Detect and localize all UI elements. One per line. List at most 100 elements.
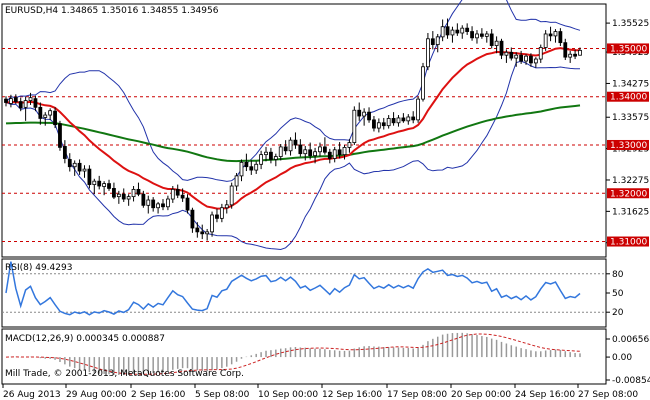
candle-body [573, 53, 577, 57]
candle-body [165, 198, 170, 208]
time-tick-label: 20 Sep 00:00 [451, 390, 511, 400]
time-tick-label: 24 Sep 16:00 [515, 390, 575, 400]
candle-body [376, 122, 381, 129]
candle-body [322, 146, 327, 153]
rsi-tick-label: 80 [612, 270, 624, 280]
candle-body [126, 196, 131, 200]
level-tag [607, 236, 649, 247]
candle-body [288, 139, 293, 152]
candle-body [229, 185, 234, 206]
price-tick-label: 1.33575 [612, 113, 649, 123]
candle-body [82, 168, 87, 172]
price-tick-label: 1.34275 [612, 79, 649, 89]
candle-body [131, 188, 136, 198]
level-tag-label: 1.34000 [610, 93, 647, 103]
candle-body [9, 98, 13, 104]
price-tick-label: 1.32275 [612, 176, 649, 186]
candle-body [484, 33, 489, 37]
level-tag-label: 1.31000 [610, 238, 647, 248]
candle-body [553, 31, 558, 37]
candle-body [357, 109, 362, 117]
rsi-axis: 80 50 20 [606, 270, 624, 318]
time-tick-label: 12 Sep 16:00 [322, 390, 382, 400]
macd-axis: 0.006568 0.00 -0.008540 [606, 335, 650, 386]
macd-panel: MACD(12,26,9) 0.000345 0.000887 Mill Tra… [1, 328, 650, 386]
candle-body [273, 156, 278, 160]
macd-tick-label: 0.006568 [612, 335, 650, 345]
time-axis: 26 Aug 2013 29 Aug 00:00 2 Sep 16:00 5 Sep … [2, 384, 638, 400]
candle-body [435, 36, 440, 45]
copyright-note: Mill Trade, © 2001-2013, MetaQuotes Soft… [5, 369, 244, 379]
candle-body [219, 207, 224, 219]
slow-moving-average [5, 104, 581, 163]
candle-body [352, 109, 357, 143]
candle-body [185, 197, 190, 211]
candle-body [337, 149, 342, 156]
macd-signal-series [5, 333, 581, 375]
candle-body [92, 180, 97, 185]
level-tag [607, 43, 649, 54]
macd-tick-label: 0.00 [612, 353, 632, 363]
candle-body [470, 31, 474, 39]
time-tick-label: 5 Sep 08:00 [195, 390, 250, 400]
candle-body [269, 151, 273, 160]
candle-body [440, 26, 445, 38]
candle-body [568, 53, 573, 58]
candle-body [210, 214, 214, 233]
candle-body [87, 168, 92, 185]
candle-body [190, 209, 195, 229]
candle-body [195, 227, 200, 233]
level-tag-label: 1.35000 [610, 44, 647, 54]
fast-moving-average [5, 47, 580, 210]
price-level-lines [2, 47, 606, 243]
level-tag-label: 1.33000 [610, 141, 647, 151]
candle-body [244, 161, 249, 168]
candle-body [205, 231, 210, 235]
candle-body [327, 151, 332, 159]
candle-body [33, 98, 38, 108]
candle-body [38, 106, 43, 119]
price-tick-label: 1.35525 [612, 19, 649, 29]
candle-body [77, 162, 82, 172]
time-tick-label: 29 Aug 00:00 [66, 390, 127, 400]
macd-signal-line [5, 333, 581, 375]
candle-body [254, 163, 259, 171]
candle-body [97, 180, 102, 187]
rsi-tick-label: 20 [612, 308, 624, 318]
level-tag-label: 1.32000 [610, 189, 647, 199]
candle-body [347, 142, 352, 148]
candle-body [62, 146, 67, 159]
candle-body [401, 117, 406, 122]
candle-body [450, 29, 455, 36]
candle-body [391, 118, 396, 124]
candle-body [514, 54, 519, 59]
price-ohlc-readout: 1.34865 1.35016 1.34855 1.34956 [61, 6, 219, 16]
rsi-panel-title: RSI(8) 49.4293 [5, 263, 72, 273]
candle-body [67, 159, 72, 168]
level-tag [607, 139, 649, 150]
candle-body [362, 111, 367, 117]
macd-panel-title: MACD(12,26,9) 0.000345 0.000887 [5, 334, 165, 344]
candle-body [308, 149, 313, 157]
candle-body [234, 175, 239, 187]
candle-body [18, 101, 23, 109]
candle-body [112, 188, 116, 198]
rsi-series [5, 261, 581, 316]
candle-body [489, 33, 494, 46]
price-tick-label: 1.31625 [612, 207, 649, 217]
candle-body [116, 193, 121, 198]
upper-band [5, 0, 581, 182]
candle-body [283, 146, 288, 152]
candle-body [264, 151, 268, 156]
candle-body [445, 26, 450, 36]
candle-body [146, 199, 151, 206]
level-tag [607, 91, 649, 102]
candle-body [332, 149, 337, 159]
candle-body [161, 203, 165, 208]
candle-body [381, 122, 386, 127]
candle-body [524, 55, 528, 62]
candle-body [141, 193, 146, 206]
candle-body [529, 55, 533, 64]
candle-body [504, 51, 509, 56]
